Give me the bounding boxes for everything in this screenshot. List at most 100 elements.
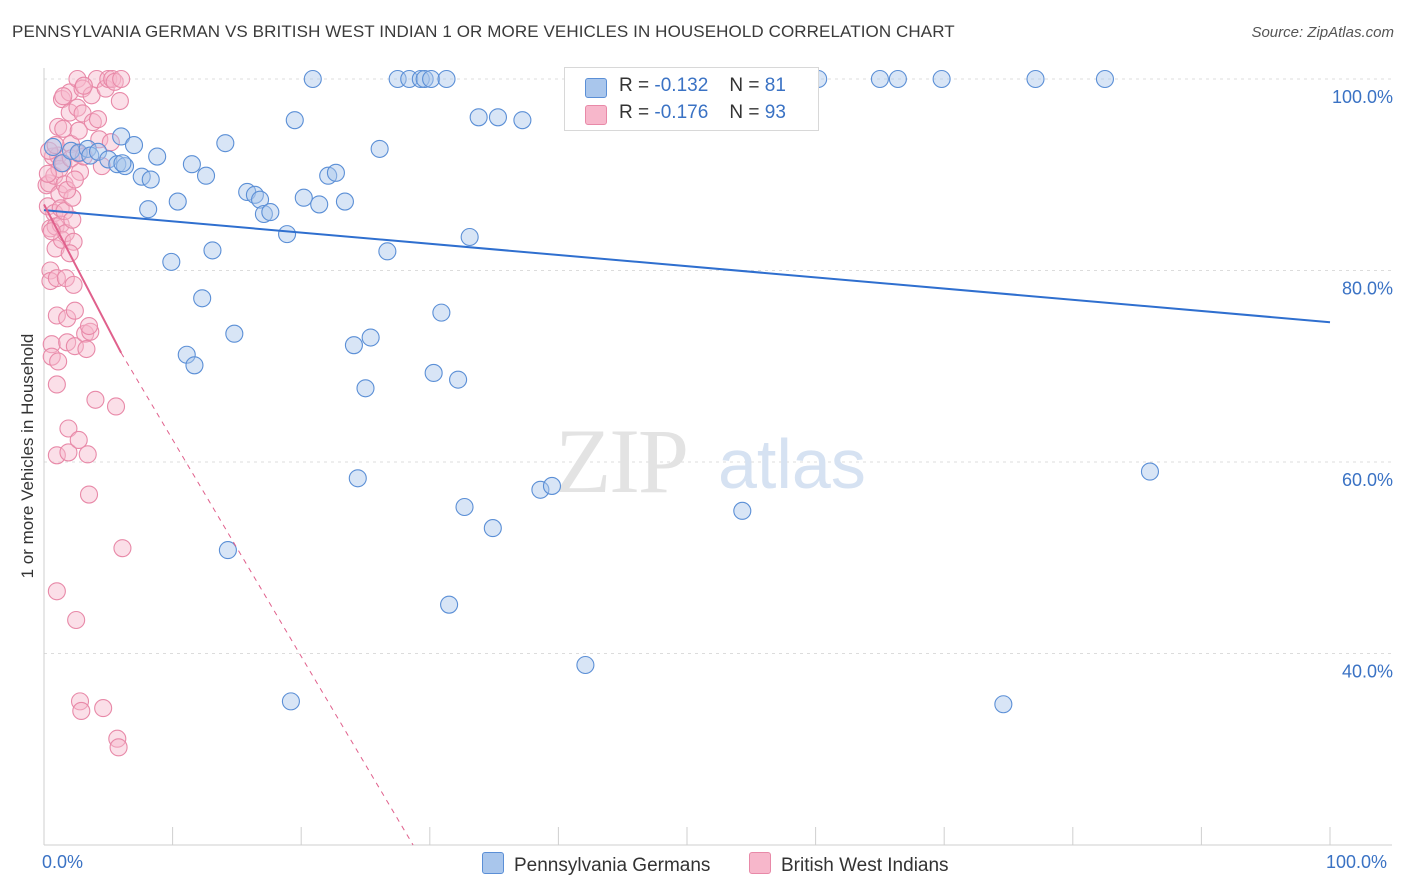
bwi-point (70, 692, 90, 711)
bwi-point (94, 699, 113, 718)
pg-point (356, 379, 375, 398)
bottom-legend-item-pennsylvania-germans: Pennsylvania Germans (482, 852, 710, 877)
bwi-point (67, 610, 86, 630)
pennsylvania-germans-points (43, 69, 1160, 714)
pg-point (449, 370, 468, 389)
pg-point (43, 137, 63, 157)
bwi-point (83, 113, 102, 132)
bwi-point (81, 322, 100, 341)
bwi-point (47, 306, 66, 325)
pg-point (225, 324, 244, 343)
pg-point (513, 111, 532, 130)
bwi-point (47, 446, 66, 465)
bwi-point (77, 339, 96, 359)
chart-title: PENNSYLVANIA GERMAN VS BRITISH WEST INDI… (12, 22, 955, 41)
pg-point (278, 225, 297, 244)
bwi-point (68, 98, 87, 117)
pg-point (994, 695, 1013, 714)
y-tick-label: 80.0% (1342, 279, 1393, 299)
bwi-point (69, 121, 88, 140)
bwi-point (63, 210, 82, 229)
y-tick-label: 60.0% (1342, 470, 1393, 490)
pg-point (245, 185, 264, 204)
bwi-point (86, 390, 105, 409)
legend-n-label: N = (729, 102, 760, 123)
y-tick-label: 40.0% (1342, 662, 1393, 682)
pg-point (254, 204, 273, 224)
bwi-point (112, 69, 131, 89)
bwi-point (54, 119, 73, 138)
pg-point (378, 242, 397, 261)
bwi-point (41, 261, 60, 280)
pg-point (193, 289, 212, 308)
pg-point (216, 134, 235, 153)
pg-point (733, 501, 752, 520)
legend-r-value: -0.176 (654, 102, 709, 123)
pg-point (303, 69, 322, 89)
pg-point (310, 195, 329, 214)
legend-n-value: 81 (764, 75, 786, 96)
pg-point (415, 69, 434, 89)
bwi-point (65, 337, 84, 356)
bottom-legend-swatch-pink (749, 852, 771, 874)
y-tick-labels: 100.0% 80.0% 60.0% 40.0% (1332, 87, 1393, 682)
bwi-point (109, 738, 128, 757)
pg-point (108, 155, 127, 174)
pg-point (115, 157, 135, 176)
pg-point (542, 476, 562, 495)
pg-point (460, 227, 479, 247)
bwi-point (59, 419, 78, 438)
bwi-point (72, 701, 91, 721)
pg-point (870, 69, 889, 89)
bottom-legend-item-british-west-indians: British West Indians (749, 852, 949, 877)
bwi-point (78, 445, 97, 464)
pg-point (361, 328, 380, 347)
pg-point (69, 143, 88, 162)
pg-point (250, 190, 270, 209)
gridlines (44, 78, 1392, 654)
pg-point (1095, 69, 1114, 89)
bottom-legend-label: British West Indians (781, 855, 949, 876)
bwi-point (69, 430, 88, 450)
pg-point (139, 200, 158, 219)
legend-r-value: -0.132 (654, 75, 709, 96)
pg-point (488, 108, 508, 127)
bwi-point (106, 397, 126, 416)
pg-point (440, 595, 459, 614)
bwi-point (110, 91, 129, 111)
pennsylvania-germans-trend-line (43, 209, 1331, 324)
legend-n-label: N = (729, 75, 760, 96)
pg-point (203, 241, 222, 260)
pg-point (370, 139, 389, 158)
pg-point (483, 519, 502, 538)
bwi-point (65, 170, 84, 189)
watermark: ZIP atlas (555, 410, 866, 512)
bwi-point (54, 87, 73, 106)
bwi-point (59, 443, 78, 462)
bwi-point (88, 110, 108, 129)
watermark-zip: ZIP (555, 410, 687, 512)
bwi-point (38, 164, 57, 183)
bwi-point (92, 157, 111, 176)
bwi-point (56, 269, 75, 288)
bwi-point (58, 309, 77, 328)
pg-point (196, 166, 216, 185)
pg-point (335, 192, 354, 211)
trend-lines (43, 203, 1331, 846)
pg-point (411, 69, 430, 89)
axes (43, 68, 1392, 846)
bwi-point (47, 375, 66, 394)
pg-point (432, 303, 451, 322)
bwi-point (49, 352, 68, 371)
pg-point (455, 497, 474, 517)
pg-point (185, 356, 204, 375)
x-tick-label-min: 0.0% (42, 852, 84, 872)
y-tick-label: 100.0% (1332, 87, 1393, 107)
pg-point (218, 541, 237, 560)
pg-point (1026, 69, 1045, 89)
pg-point (437, 69, 456, 89)
pg-point (261, 203, 280, 222)
bwi-point (65, 301, 84, 320)
british-west-indians-trend-extension (120, 352, 414, 846)
